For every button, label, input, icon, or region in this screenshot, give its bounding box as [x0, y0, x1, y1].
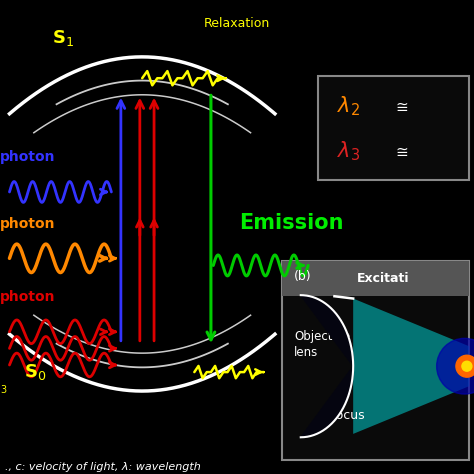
Text: Emission: Emission [239, 213, 344, 233]
Text: $\lambda_2$: $\lambda_2$ [337, 95, 360, 118]
Bar [318, 76, 469, 180]
Text: Relaxation: Relaxation [204, 17, 270, 30]
Text: $\lambda_3$: $\lambda_3$ [337, 140, 360, 164]
Circle shape [437, 338, 474, 394]
Polygon shape [353, 299, 469, 434]
Text: S$_1$: S$_1$ [52, 28, 74, 48]
Text: photon: photon [0, 150, 55, 164]
Text: S$_0$: S$_0$ [24, 362, 46, 382]
Bar [282, 261, 469, 460]
Text: ., c: velocity of light, λ: wavelength: ., c: velocity of light, λ: wavelength [5, 462, 201, 472]
Circle shape [456, 356, 474, 377]
Text: Focus: Focus [329, 410, 365, 422]
Circle shape [462, 361, 472, 371]
Text: $_{3}$: $_{3}$ [0, 383, 8, 396]
Polygon shape [301, 295, 353, 438]
Text: $\cong$: $\cong$ [393, 99, 410, 114]
Text: Objective
lens: Objective lens [294, 330, 350, 359]
Text: $\cong$: $\cong$ [393, 144, 410, 159]
Text: Excitati: Excitati [357, 272, 410, 285]
Text: (b): (b) [294, 270, 311, 283]
Text: photon: photon [0, 217, 55, 230]
Bar [282, 261, 469, 296]
Text: photon: photon [0, 290, 55, 304]
